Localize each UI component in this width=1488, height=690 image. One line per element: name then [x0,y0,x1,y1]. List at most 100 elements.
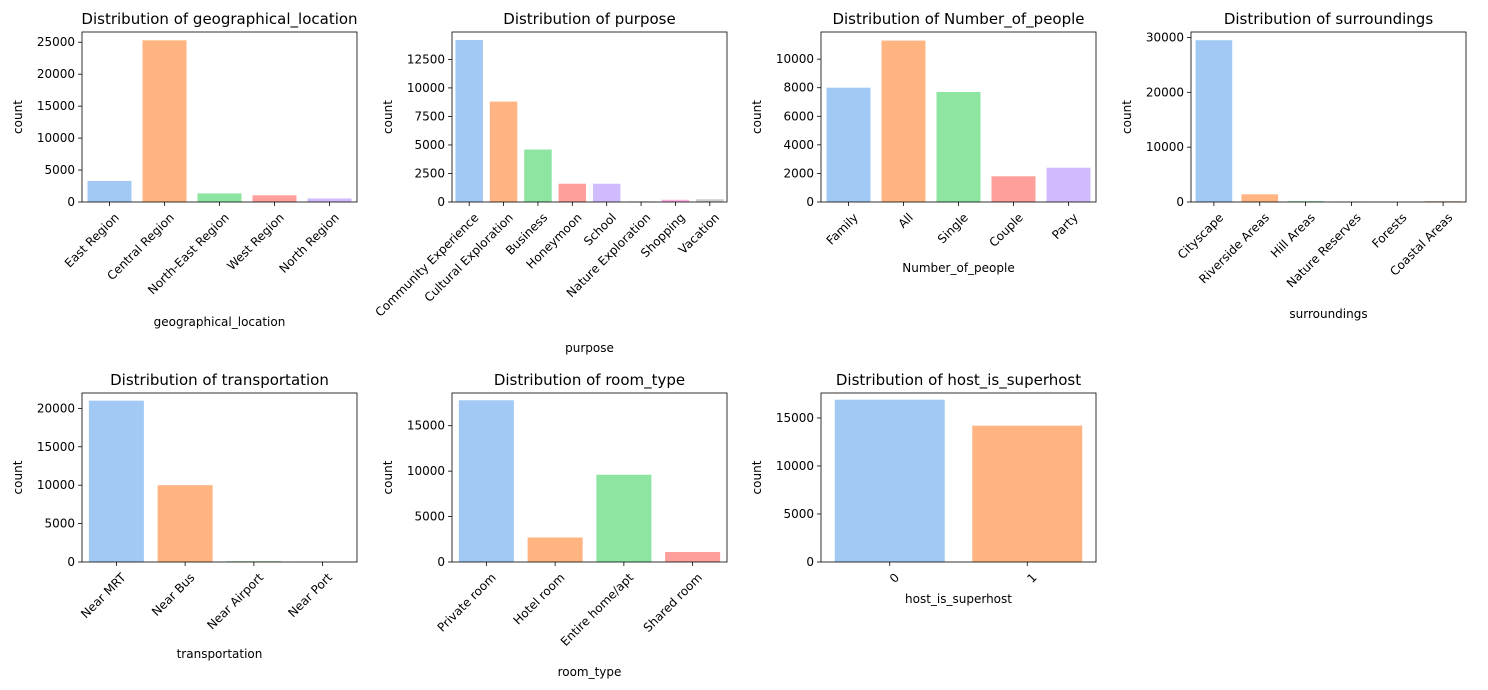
y-tick-label: 20000 [37,67,75,81]
y-axis-label: count [381,460,395,494]
chart-title: Distribution of host_is_superhost [836,371,1081,390]
x-tick-label: Near Bus [149,570,197,618]
bar-west-region [252,195,297,202]
subplot-6: 0 5000 10000 15000 Private room Hotel roomEnt… [381,371,728,679]
x-tick-label: 0 [887,570,902,585]
bar-near-mrt [88,400,144,562]
y-axis-label: count [750,460,764,494]
x-tick-label: 1 [1024,570,1039,585]
bar-central-region [142,40,187,203]
y-tick-label: 5000 [44,163,75,177]
chart-title: Distribution of surroundings [1224,10,1433,28]
bar-entire-home-apt [596,474,652,562]
bar-single [936,92,981,202]
bar-all [881,40,926,202]
y-tick-label: 0 [437,195,445,209]
x-tick-label: Family [824,210,861,247]
axes-frame [451,392,728,563]
chart-title: Distribution of Number_of_people [832,10,1084,29]
x-tick-label: Shared room [641,570,705,634]
y-tick-label: 20000 [1146,85,1184,99]
bar-cityscape [1195,40,1233,203]
bar-east-region [87,180,132,202]
chart-title: Distribution of geographical_location [81,10,357,29]
x-tick-label: Private room [435,570,499,634]
y-tick-label: 0 [1176,195,1184,209]
x-tick-label: All [895,210,915,230]
bar-school [592,183,621,202]
chart-title: Distribution of room_type [494,371,685,390]
chart-title: Distribution of purpose [503,10,675,28]
axes-frame [81,392,358,563]
y-tick-label: 7500 [414,109,445,123]
x-tick-label: Near MRT [78,570,129,621]
subplot-7: 0 5000 10000 15000 0 1 Distribution of host_is… [750,371,1097,606]
y-tick-label: 2000 [783,166,814,180]
bar-couple [991,176,1036,202]
y-tick-label: 25000 [37,35,75,49]
y-tick-label: 10000 [1146,140,1184,154]
y-tick-label: 20000 [37,401,75,415]
y-tick-label: 0 [437,555,445,569]
bar-community-experience [455,39,483,202]
y-tick-label: 15000 [37,99,75,113]
y-tick-label: 12500 [407,52,445,66]
x-tick-label: Single [935,210,971,246]
x-axis-label: room_type [558,665,622,679]
y-tick-label: 30000 [1146,30,1184,44]
y-tick-label: 0 [806,555,814,569]
y-tick-label: 4000 [783,138,814,152]
x-tick-label: Forests [1369,210,1409,250]
x-axis-label: host_is_superhost [905,592,1012,606]
bar-coastal-areas [1424,201,1462,202]
bar-hotel-room [527,537,583,562]
bar-hill-areas [1287,201,1324,202]
y-tick-label: 2500 [414,166,445,180]
y-tick-label: 0 [67,195,75,209]
bar-shopping [661,199,690,202]
x-tick-label: Near Port [285,570,335,620]
bar-vacation [696,199,724,202]
chart-title: Distribution of transportation [110,371,329,389]
x-axis-label: Number_of_people [902,261,1014,275]
axes-frame [81,31,358,203]
axes-frame [820,392,1097,563]
bar-honeymoon [558,183,587,202]
x-axis-label: purpose [565,341,614,355]
y-tick-label: 5000 [414,138,445,152]
bar-north-east-region [197,193,242,202]
x-axis-label: surroundings [1289,307,1367,321]
y-tick-label: 8000 [783,81,814,95]
y-tick-label: 5000 [44,517,75,531]
y-axis-label: count [11,100,25,134]
y-axis-label: count [750,100,764,134]
x-tick-label: East Region [62,210,122,270]
y-tick-label: 10000 [37,478,75,492]
x-tick-label: Entire home/apt [558,570,637,649]
x-tick-label: Couple [986,210,1025,249]
bar-business [524,149,552,202]
y-axis-label: count [1120,100,1134,134]
bar-party [1046,167,1091,202]
y-axis-label: count [11,460,25,494]
x-tick-label: Near Airport [204,570,266,632]
y-tick-label: 15000 [37,440,75,454]
y-axis-label: count [381,100,395,134]
axes-frame [1190,31,1467,203]
bar-riverside-areas [1241,194,1279,202]
x-axis-label: geographical_location [154,315,286,329]
y-tick-label: 5000 [414,510,445,524]
y-tick-label: 10000 [776,459,814,473]
y-tick-label: 10000 [37,131,75,145]
y-tick-label: 6000 [783,109,814,123]
x-tick-label: Hotel room [510,570,567,627]
y-tick-label: 10000 [776,52,814,66]
y-tick-label: 0 [806,195,814,209]
y-tick-label: 10000 [407,81,445,95]
subplot-3: 0 2000 4000 6000 8000 10000 Family All Single Cou… [750,10,1097,275]
